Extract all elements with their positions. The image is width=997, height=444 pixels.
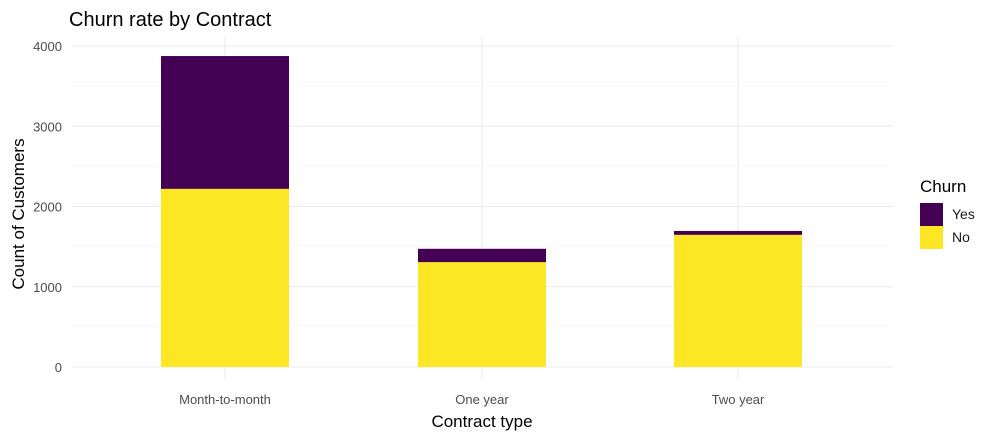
x-axis-title: Contract type [431, 412, 532, 431]
bar-yes-one-year [418, 248, 546, 263]
legend: Churn Yes No [920, 177, 975, 249]
x-tick-label: One year [455, 392, 509, 407]
y-tick-label: 4000 [33, 39, 62, 54]
bar-no-two-year [674, 234, 802, 367]
chart-title: Churn rate by Contract [69, 9, 272, 31]
legend-label-yes: Yes [952, 206, 975, 222]
y-tick-labels: 0 1000 2000 3000 4000 [33, 39, 62, 375]
bar-no-month-to-month [161, 188, 289, 367]
legend-key-yes [920, 203, 943, 226]
y-axis-title: Count of Customers [9, 138, 28, 289]
bar-no-one-year [418, 262, 546, 367]
bar-layer [161, 56, 802, 367]
y-tick-label: 3000 [33, 119, 62, 134]
x-tick-labels: Month-to-month One year Two year [179, 392, 765, 407]
x-tick-label: Month-to-month [179, 392, 271, 407]
legend-key-no [920, 226, 943, 249]
y-tick-label: 2000 [33, 200, 62, 215]
y-tick-label: 0 [55, 360, 62, 375]
y-tick-label: 1000 [33, 280, 62, 295]
bar-yes-two-year [674, 230, 802, 235]
legend-label-no: No [952, 229, 970, 245]
legend-items: Yes No [920, 203, 975, 249]
legend-title: Churn [920, 177, 966, 196]
bar-yes-month-to-month [161, 56, 289, 189]
x-tick-label: Two year [712, 392, 765, 407]
